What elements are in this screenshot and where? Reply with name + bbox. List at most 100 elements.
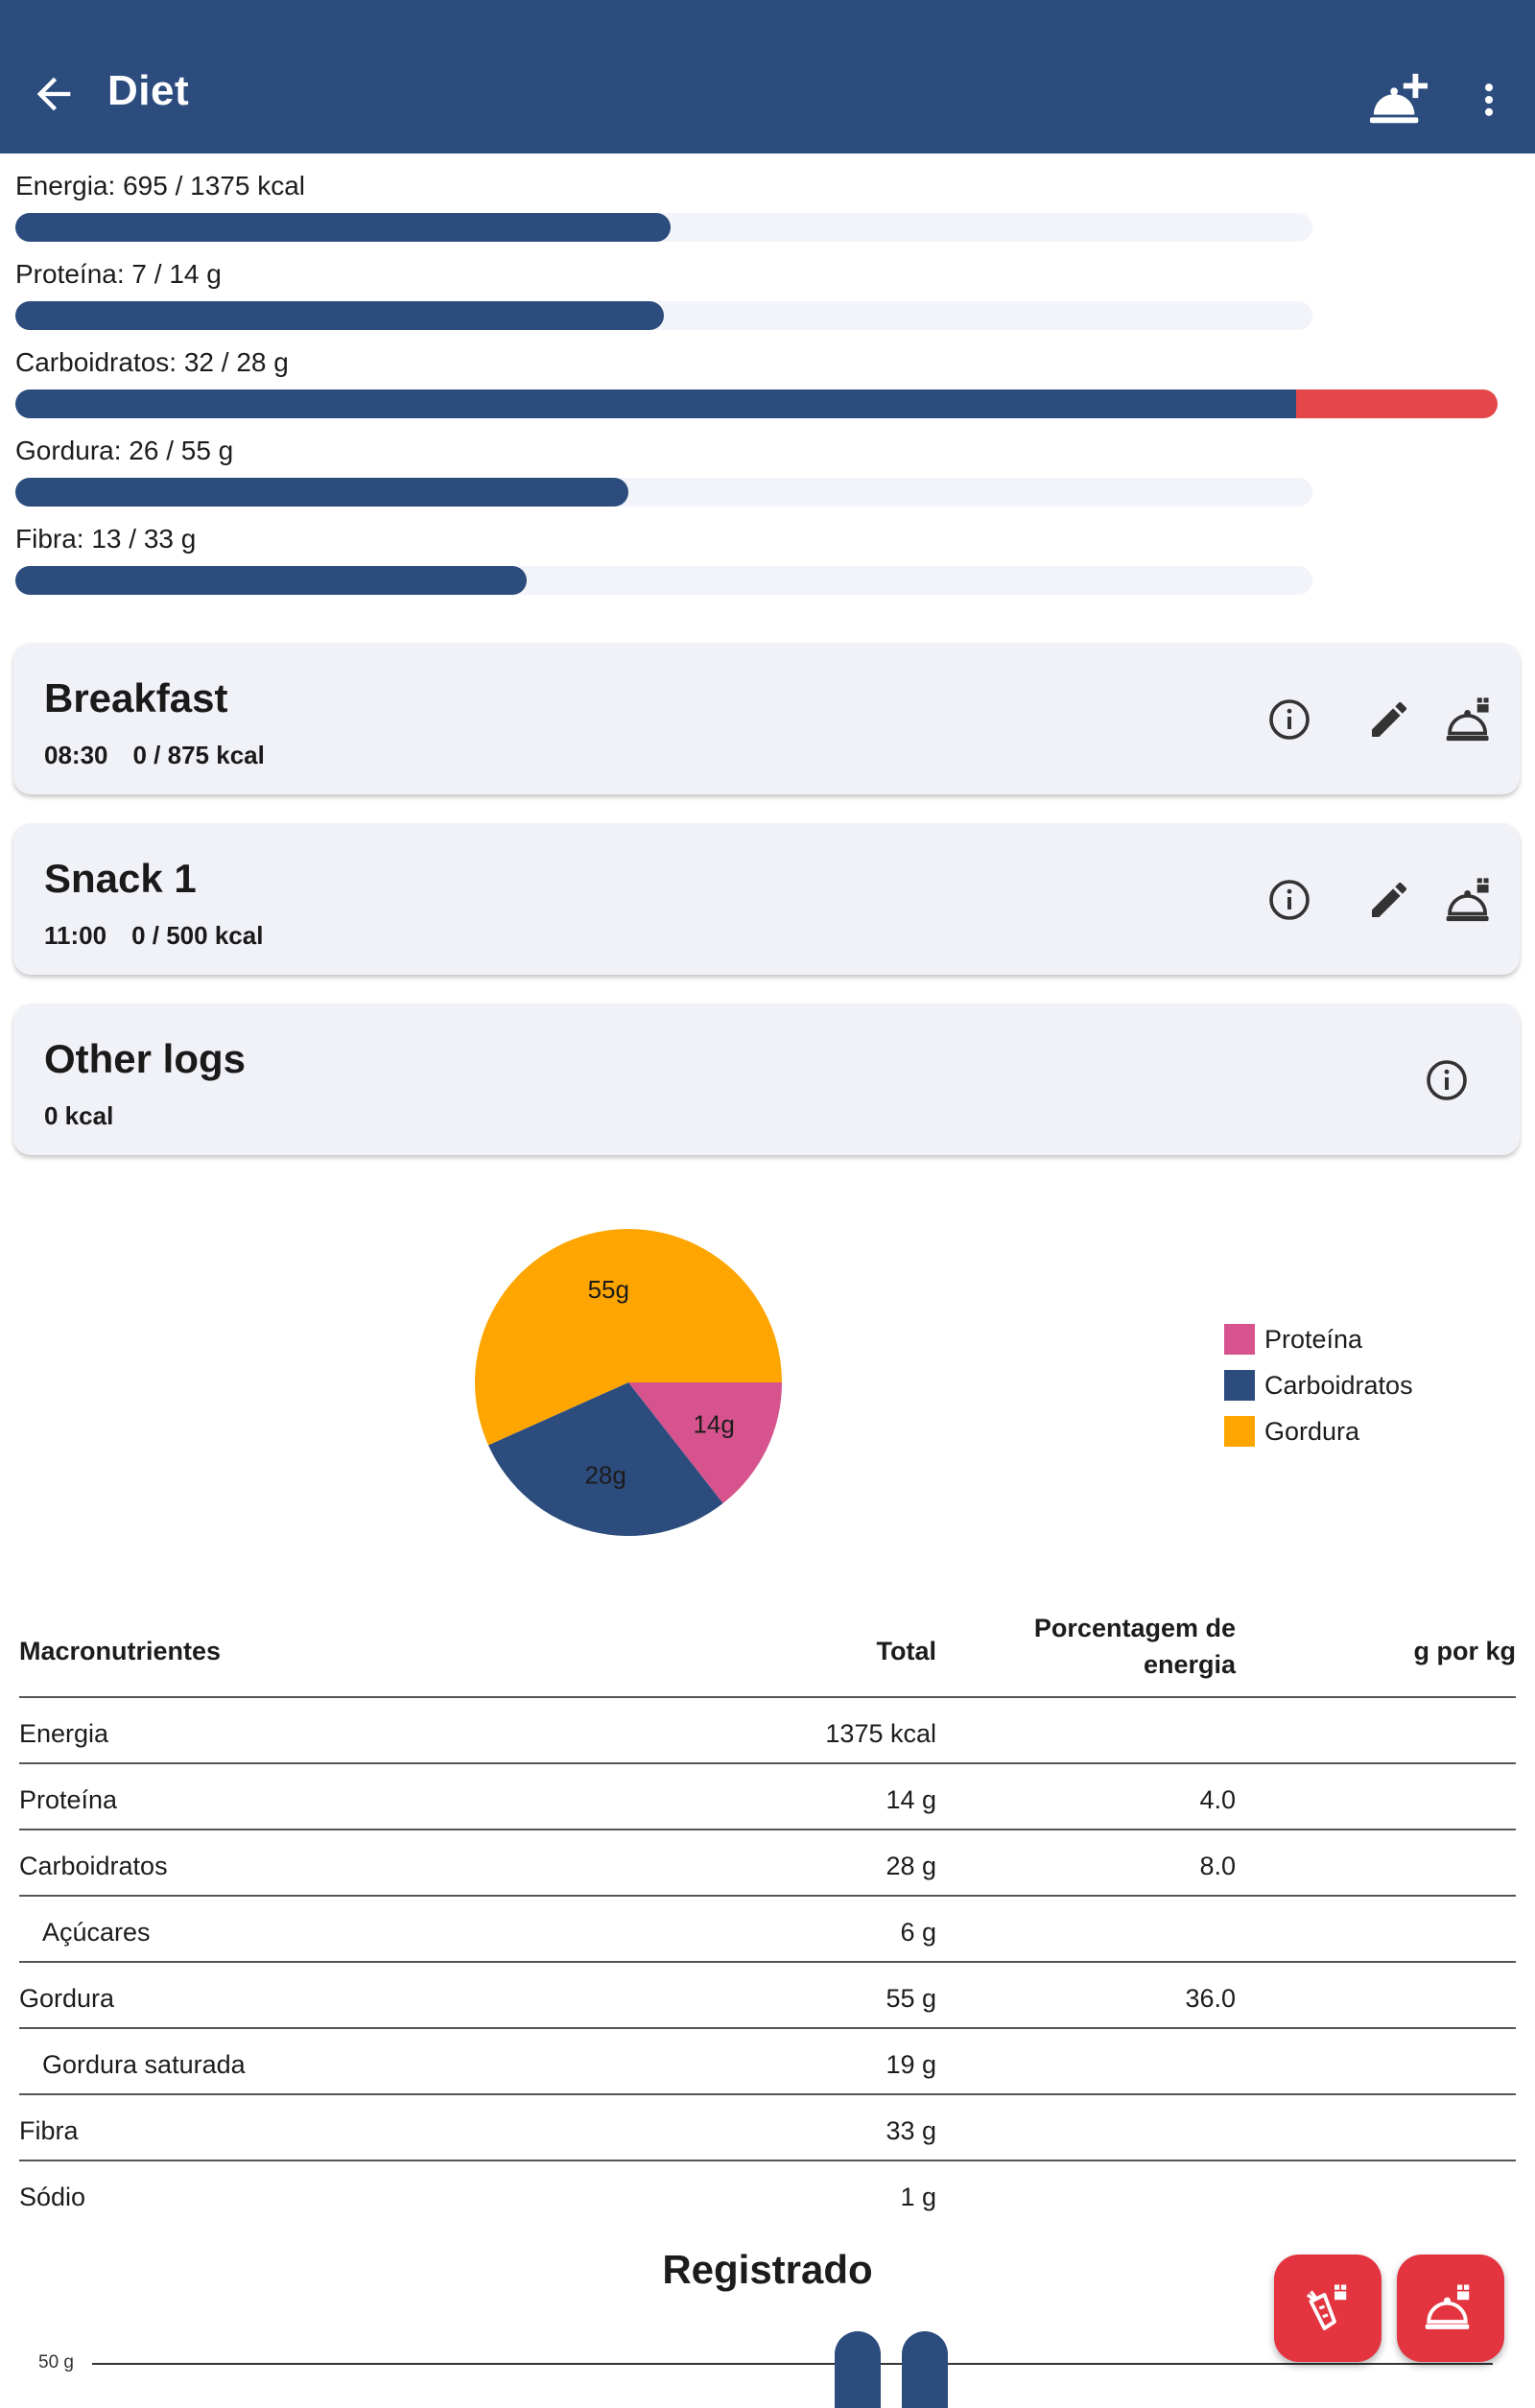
table-row: Proteína 14 g 4.0 (19, 1764, 1516, 1830)
log-meal-icon[interactable] (1445, 695, 1497, 746)
log-ingredient-button[interactable] (1274, 2255, 1382, 2362)
goal-progress-fill (15, 213, 671, 242)
add-meal-icon[interactable] (1368, 71, 1428, 129)
goal-progress-fill (15, 478, 629, 507)
pie-slice-gordura (475, 1229, 782, 1446)
meal-energy: 0 / 875 kcal (132, 741, 265, 769)
cell-total: 14 g (886, 1785, 936, 1814)
goal-progress-fill (15, 390, 1312, 418)
log-ingredient-icon (1306, 2284, 1347, 2330)
registered-bar (835, 2331, 881, 2408)
header-total: Total (876, 1637, 937, 1665)
pie-slice-carboidratos (487, 1382, 723, 1536)
legend-item: Proteína (1224, 1316, 1413, 1362)
macro-pie-chart: 14g 28g 55g (470, 1224, 787, 1541)
header-macronutrientes: Macronutrientes (19, 1637, 222, 1665)
info-icon[interactable] (1266, 696, 1312, 743)
pie-label: 28g (584, 1460, 626, 1489)
meal-energy: 0 / 500 kcal (131, 921, 264, 950)
cell-name: Carboidratos (19, 1852, 168, 1880)
meal-summary: 11:00 0 / 500 kcal (44, 921, 288, 951)
legend-item: Carboidratos (1224, 1362, 1413, 1408)
goal-label: Proteína: 7 / 14 g (15, 259, 222, 289)
log-meal-icon (1425, 2284, 1470, 2329)
axis-label: 50 g (38, 2352, 74, 2373)
pie-slice-proteína (628, 1382, 782, 1504)
cell-total: 19 g (886, 2050, 936, 2079)
info-icon[interactable] (1424, 1057, 1470, 1103)
goal-item: Fibra: 13 / 33 g (15, 524, 1520, 612)
legend-item: Gordura (1224, 1408, 1413, 1454)
table-row: Açúcares 6 g (19, 1897, 1516, 1963)
pie-svg: 14g 28g 55g (475, 1229, 782, 1536)
cell-total: 1 g (900, 2183, 936, 2211)
axis-line (92, 2363, 1493, 2365)
cell-total: 33 g (886, 2116, 936, 2145)
cell-energy-pct: 4.0 (1199, 1785, 1236, 1814)
goal-progress-track (15, 301, 1312, 330)
edit-icon[interactable] (1366, 877, 1412, 923)
table-row: Carboidratos 28 g 8.0 (19, 1830, 1516, 1897)
table-row: Energia 1375 kcal (19, 1698, 1516, 1764)
meal-summary: 08:30 0 / 875 kcal (44, 741, 290, 770)
cell-name: Gordura (19, 1984, 115, 2013)
goal-progress-track (15, 390, 1499, 418)
more-vert-icon[interactable] (1468, 75, 1510, 125)
meal-name: Breakfast (44, 675, 228, 720)
legend-label: Carboidratos (1264, 1370, 1413, 1400)
cell-total: 28 g (886, 1852, 936, 1880)
goal-progress-track (15, 478, 1312, 507)
table-row: Gordura 55 g 36.0 (19, 1963, 1516, 2029)
cell-energy-pct: 8.0 (1199, 1852, 1236, 1880)
cell-name: Gordura saturada (42, 2050, 246, 2079)
goal-label: Energia: 695 / 1375 kcal (15, 171, 305, 201)
registered-title: Registrado (662, 2247, 873, 2292)
page-title: Diet (107, 67, 190, 114)
edit-icon[interactable] (1366, 696, 1412, 743)
cell-total: 6 g (900, 1918, 936, 1947)
table-body: Energia 1375 kcal Proteína 14 g 4.0 Carboidra… (19, 1698, 1516, 2226)
goal-overflow-fill (1296, 390, 1499, 418)
legend-label: Gordura (1264, 1416, 1360, 1446)
goal-label: Fibra: 13 / 33 g (15, 524, 197, 554)
goal-progress-fill (15, 566, 527, 595)
cell-name: Fibra (19, 2116, 79, 2145)
cell-name: Proteína (19, 1785, 118, 1814)
table-row: Gordura saturada 19 g (19, 2029, 1516, 2095)
registered-bar (902, 2331, 948, 2408)
goal-progress-fill (15, 301, 664, 330)
cell-energy-pct: 36.0 (1185, 1984, 1236, 2013)
arrow-back-icon[interactable] (29, 69, 79, 119)
goal-item: Carboidratos: 32 / 28 g (15, 347, 1520, 436)
meal-card-breakfast[interactable]: Breakfast 08:30 0 / 875 kcal (13, 643, 1520, 794)
meal-summary: 0 kcal (44, 1101, 138, 1131)
info-icon[interactable] (1266, 877, 1312, 923)
cell-total: 1375 kcal (825, 1719, 936, 1748)
pie-label: 55g (588, 1275, 629, 1304)
legend-swatch (1224, 1416, 1255, 1447)
table-header: Macronutrientes Total Porcentagem de ene… (19, 1600, 1516, 1698)
goal-progress-track (15, 566, 1312, 595)
cell-total: 55 g (886, 1984, 936, 2013)
cell-name: Energia (19, 1719, 109, 1748)
pie-legend: Proteína Carboidratos Gordura (1224, 1316, 1413, 1454)
goal-label: Carboidratos: 32 / 28 g (15, 347, 289, 377)
meal-card-other-logs[interactable]: Other logs 0 kcal (13, 1003, 1520, 1155)
table-row: Fibra 33 g (19, 2095, 1516, 2161)
log-meal-icon[interactable] (1445, 875, 1497, 927)
goal-item: Gordura: 26 / 55 g (15, 436, 1520, 524)
legend-label: Proteína (1264, 1324, 1363, 1354)
legend-swatch (1224, 1370, 1255, 1401)
meal-time: 08:30 (44, 741, 108, 769)
goal-progress-list: Energia: 695 / 1375 kcal Proteína: 7 / 14… (15, 171, 1520, 612)
legend-swatch (1224, 1324, 1255, 1355)
meal-card-snack-1[interactable]: Snack 1 11:00 0 / 500 kcal (13, 823, 1520, 975)
goal-item: Energia: 695 / 1375 kcal (15, 171, 1520, 259)
meal-name: Snack 1 (44, 856, 197, 901)
log-meal-button[interactable] (1397, 2255, 1504, 2362)
meal-energy: 0 kcal (44, 1101, 114, 1130)
pie-label: 14g (693, 1409, 734, 1438)
goal-label: Gordura: 26 / 55 g (15, 436, 234, 465)
table-row: Sódio 1 g (19, 2161, 1516, 2226)
meal-time: 11:00 (44, 921, 107, 950)
